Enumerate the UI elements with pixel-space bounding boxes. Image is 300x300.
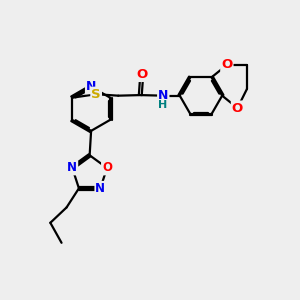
Text: O: O bbox=[136, 68, 147, 81]
Text: N: N bbox=[86, 80, 96, 93]
Text: N: N bbox=[158, 89, 169, 102]
Text: O: O bbox=[221, 58, 232, 71]
Text: O: O bbox=[102, 161, 112, 174]
Text: N: N bbox=[67, 161, 77, 174]
Text: S: S bbox=[91, 88, 101, 101]
Text: N: N bbox=[95, 182, 105, 195]
Text: H: H bbox=[158, 100, 167, 110]
Text: O: O bbox=[232, 101, 243, 115]
